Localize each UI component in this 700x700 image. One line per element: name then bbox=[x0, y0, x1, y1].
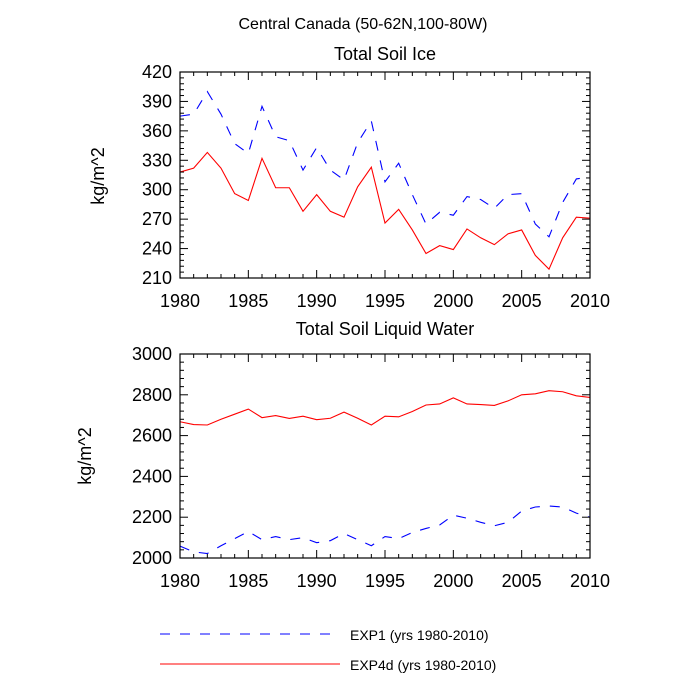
y-tick-label: 420 bbox=[142, 62, 172, 82]
y-axis-label: kg/m^2 bbox=[75, 427, 95, 484]
y-tick-label: 2600 bbox=[132, 426, 172, 446]
plot-frame bbox=[179, 71, 591, 279]
x-tick-label: 1985 bbox=[228, 571, 268, 591]
chart-panel-soil-liquid-water: Total Soil Liquid Water kg/m^2 1980 1985 1… bbox=[75, 319, 610, 591]
chart-title: Total Soil Ice bbox=[334, 44, 436, 64]
legend-label-exp4d: EXP4d (yrs 1980-2010) bbox=[350, 657, 496, 673]
x-tick-label: 2000 bbox=[433, 571, 473, 591]
y-tick-label: 270 bbox=[142, 209, 172, 229]
x-tick-label: 1980 bbox=[160, 571, 200, 591]
x-tick-label: 1995 bbox=[365, 571, 405, 591]
y-tick-label: 330 bbox=[142, 150, 172, 170]
series-line-exp4d bbox=[179, 151, 591, 271]
x-tick-label: 1990 bbox=[297, 571, 337, 591]
figure-title: Central Canada (50-62N,100-80W) bbox=[238, 16, 487, 33]
plot-frame bbox=[179, 353, 591, 559]
y-tick-label: 210 bbox=[142, 268, 172, 288]
x-tick-label: 2000 bbox=[433, 291, 473, 311]
y-tick-label: 2800 bbox=[132, 385, 172, 405]
y-tick-label: 360 bbox=[142, 121, 172, 141]
x-tick-label: 1980 bbox=[160, 291, 200, 311]
x-tick-label: 2010 bbox=[570, 291, 610, 311]
series-line-exp1 bbox=[179, 505, 591, 555]
y-tick-label: 2000 bbox=[132, 548, 172, 568]
y-tick-label: 300 bbox=[142, 180, 172, 200]
x-tick-label: 1985 bbox=[228, 291, 268, 311]
series-line-exp4d bbox=[179, 390, 591, 426]
y-tick-label: 3000 bbox=[132, 344, 172, 364]
y-tick-label: 240 bbox=[142, 239, 172, 259]
series-line-exp1 bbox=[179, 90, 591, 238]
y-axis-label: kg/m^2 bbox=[88, 147, 108, 204]
legend: EXP1 (yrs 1980-2010) EXP4d (yrs 1980-201… bbox=[160, 627, 496, 673]
x-tick-label: 2010 bbox=[570, 571, 610, 591]
chart-title: Total Soil Liquid Water bbox=[296, 319, 474, 339]
x-tick-label: 1990 bbox=[297, 291, 337, 311]
x-tick-label: 1995 bbox=[365, 291, 405, 311]
y-tick-label: 2200 bbox=[132, 507, 172, 527]
y-tick-label: 390 bbox=[142, 91, 172, 111]
x-tick-label: 2005 bbox=[502, 571, 542, 591]
legend-label-exp1: EXP1 (yrs 1980-2010) bbox=[350, 627, 489, 643]
chart-panel-soil-ice: Total Soil Ice kg/m^2 1980 1985 1990 1995 20… bbox=[88, 44, 610, 311]
x-tick-label: 2005 bbox=[502, 291, 542, 311]
y-tick-label: 2400 bbox=[132, 466, 172, 486]
